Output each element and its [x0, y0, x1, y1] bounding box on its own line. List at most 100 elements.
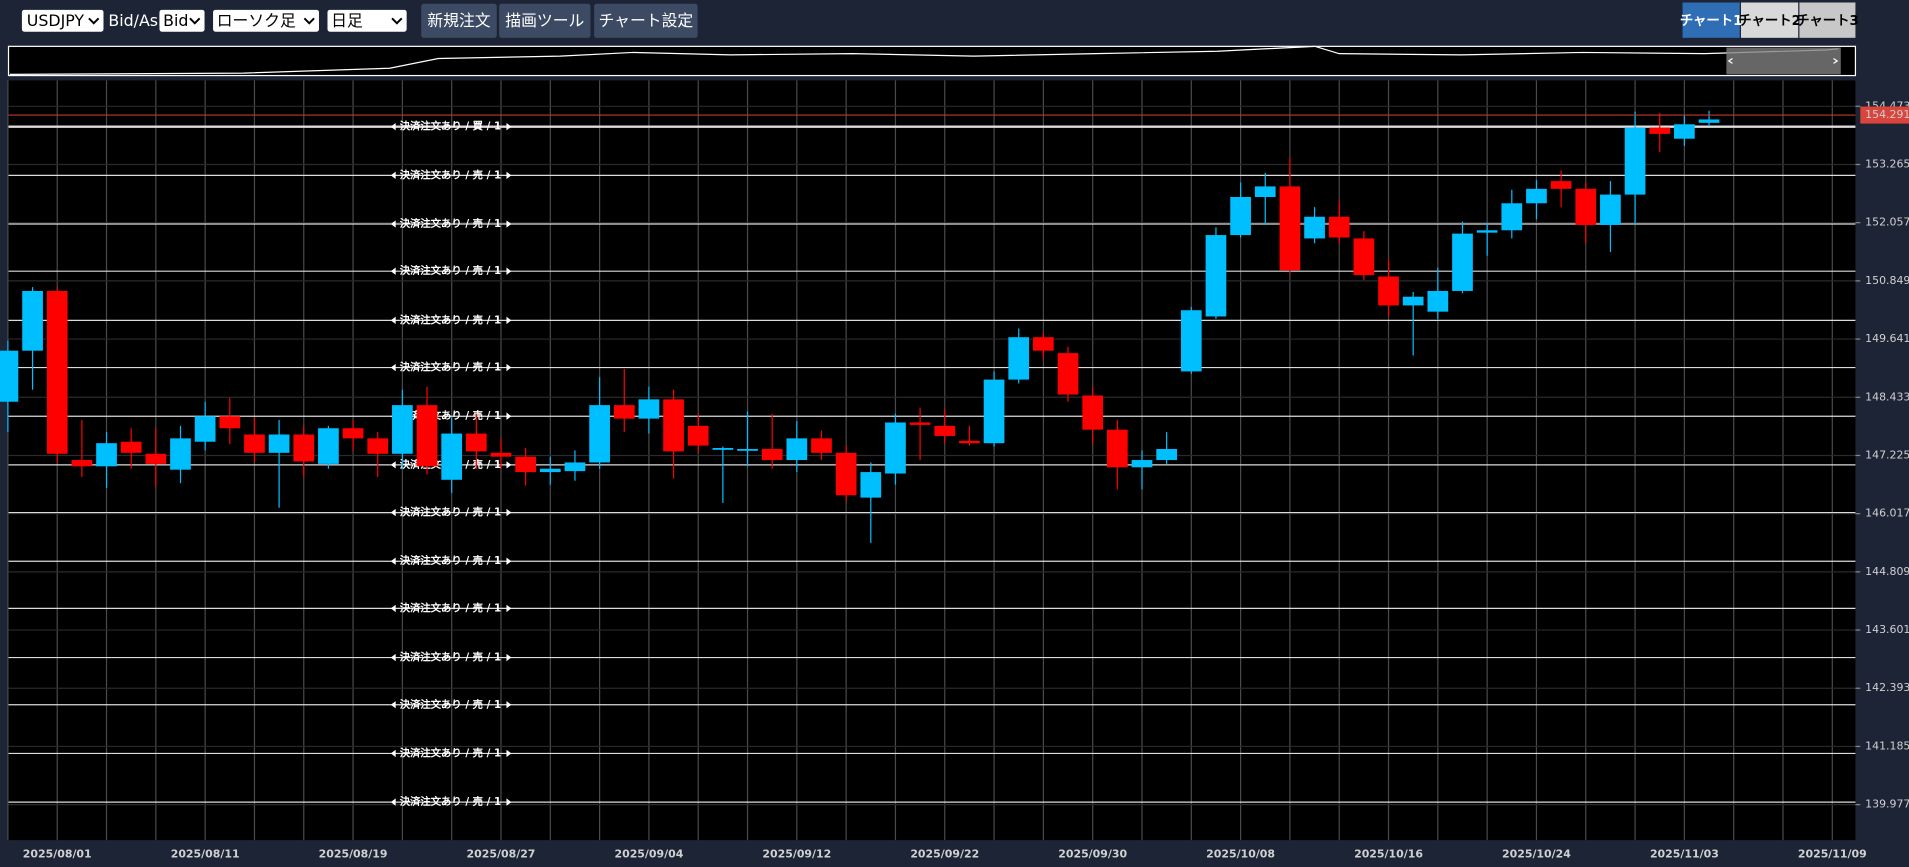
candle-body: [96, 443, 117, 467]
x-tick-label: 2025/11/09: [1798, 848, 1867, 861]
price-type-text: Bid: [163, 11, 188, 30]
chart-style-text: ローソク足: [217, 11, 296, 30]
candle-body: [318, 428, 339, 464]
y-tick-label: 150.849: [1865, 274, 1909, 287]
plot-area: [8, 80, 1856, 841]
candle-body: [786, 438, 808, 461]
candle-body: [244, 434, 265, 453]
candle-body: [1402, 296, 1424, 306]
tab-label: チャート2: [1738, 13, 1801, 29]
x-tick-label: 2025/09/22: [910, 848, 979, 861]
y-tick-label: 146.017: [1865, 507, 1909, 520]
candle-body: [342, 428, 364, 439]
candle-body: [268, 434, 290, 453]
candle-body: [170, 438, 191, 470]
chart-tab-active[interactable]: [1682, 2, 1740, 38]
order-label: 決済注文あり / 売 / 1: [400, 409, 501, 422]
x-tick-label: 2025/08/11: [171, 848, 240, 861]
y-tick-label: 139.977: [1865, 798, 1909, 811]
order-label: 決済注文あり / 売 / 1: [400, 264, 501, 277]
timeframe-text: 日足: [331, 11, 363, 30]
candle-body: [416, 405, 438, 467]
y-tick-label: 147.225: [1865, 448, 1909, 461]
y-tick-label: 153.265: [1865, 157, 1909, 170]
candle-body: [1230, 197, 1251, 236]
candle-body: [983, 379, 1005, 444]
axes: 154.473153.265152.057150.849149.641148.4…: [8, 99, 1909, 861]
candle-body: [465, 433, 487, 452]
price-type-select[interactable]: [159, 9, 205, 32]
candle-body: [885, 422, 906, 474]
new-order-button[interactable]: [421, 3, 497, 38]
candle-body: [539, 468, 561, 473]
tab-label: チャート1: [1680, 13, 1743, 29]
dropdown-arrow: [88, 17, 100, 25]
y-tick-label: 144.809: [1865, 565, 1909, 578]
current-price-tag: [1860, 106, 1909, 124]
navigator: [7, 45, 1857, 77]
toolbar: USDJPY Bid/Ask Bid ローソク足 日足 新規注文 描画ツール チ…: [21, 2, 1859, 38]
x-tick-label: 2025/09/12: [762, 848, 831, 861]
candle-body: [1131, 460, 1153, 468]
x-tick-label: 2025/08/01: [23, 848, 92, 861]
order-label: 決済注文あり / 買 / 1: [400, 120, 501, 133]
candle-body: [737, 448, 758, 451]
candle-body: [1427, 290, 1449, 312]
candle-body: [638, 399, 660, 419]
dropdown-arrow: [391, 17, 403, 25]
candle-body: [1353, 238, 1375, 276]
chart-tab[interactable]: [1740, 2, 1799, 38]
candle-body: [1180, 310, 1202, 372]
order-label: 決済注文あり / 売 / 1: [400, 168, 501, 181]
candle-body: [145, 453, 167, 464]
candle-body: [835, 452, 857, 496]
candle-body: [490, 452, 512, 457]
candles: [0, 110, 1720, 543]
candle-body: [194, 416, 216, 442]
candle-body: [1550, 181, 1572, 189]
navigator-selection[interactable]: [1726, 47, 1841, 75]
x-tick-label: 2025/11/03: [1650, 848, 1719, 861]
candle-body: [441, 433, 463, 480]
candle-body: [1082, 395, 1104, 430]
order-lines: 決済注文あり / 買 / 1 決済注文あり / 売 / 1 決済注文あり / 売 /…: [8, 120, 1856, 808]
candle-body: [1476, 230, 1498, 233]
candle-body: [687, 425, 709, 446]
candle-body: [1575, 188, 1597, 225]
drawing-tools-button[interactable]: [499, 3, 591, 38]
chart-tab[interactable]: [1799, 2, 1856, 38]
candle-body: [1674, 124, 1695, 139]
candle-body: [934, 425, 956, 436]
y-tick-label: 143.601: [1865, 623, 1909, 636]
chart-settings-button[interactable]: [594, 3, 698, 38]
order-label: 決済注文あり / 売 / 1: [400, 746, 501, 759]
candle-body: [1106, 429, 1128, 468]
order-label: 決済注文あり / 売 / 1: [400, 795, 501, 808]
candle-body: [1649, 127, 1671, 134]
candle-body: [22, 290, 43, 351]
order-label: 決済注文あり / 売 / 1: [400, 554, 501, 567]
candle-body: [1501, 203, 1523, 231]
candle-body: [1304, 216, 1325, 239]
y-tick-label: 152.057: [1865, 216, 1909, 229]
candle-body: [293, 434, 315, 462]
order-label: 決済注文あり / 売 / 1: [400, 601, 501, 614]
y-tick-label: 142.393: [1865, 681, 1909, 694]
candle-body: [1057, 353, 1079, 395]
candle-body: [663, 399, 684, 452]
timeframe-select[interactable]: [327, 9, 407, 32]
candle-body: [712, 448, 734, 450]
button-label: 新規注文: [427, 11, 490, 30]
dropdown-arrow: [189, 17, 201, 25]
candle-body: [909, 422, 931, 425]
symbol-select[interactable]: [21, 9, 104, 32]
chart-style-select[interactable]: [213, 9, 319, 32]
x-tick-label: 2025/09/30: [1058, 848, 1127, 861]
candle-body: [811, 438, 832, 453]
candle-body: [589, 405, 610, 463]
candle-body: [860, 472, 882, 498]
order-label: 決済注文あり / 売 / 1: [400, 361, 501, 374]
current-price-label: 154.291: [1865, 108, 1909, 121]
candle-body: [1328, 216, 1350, 238]
